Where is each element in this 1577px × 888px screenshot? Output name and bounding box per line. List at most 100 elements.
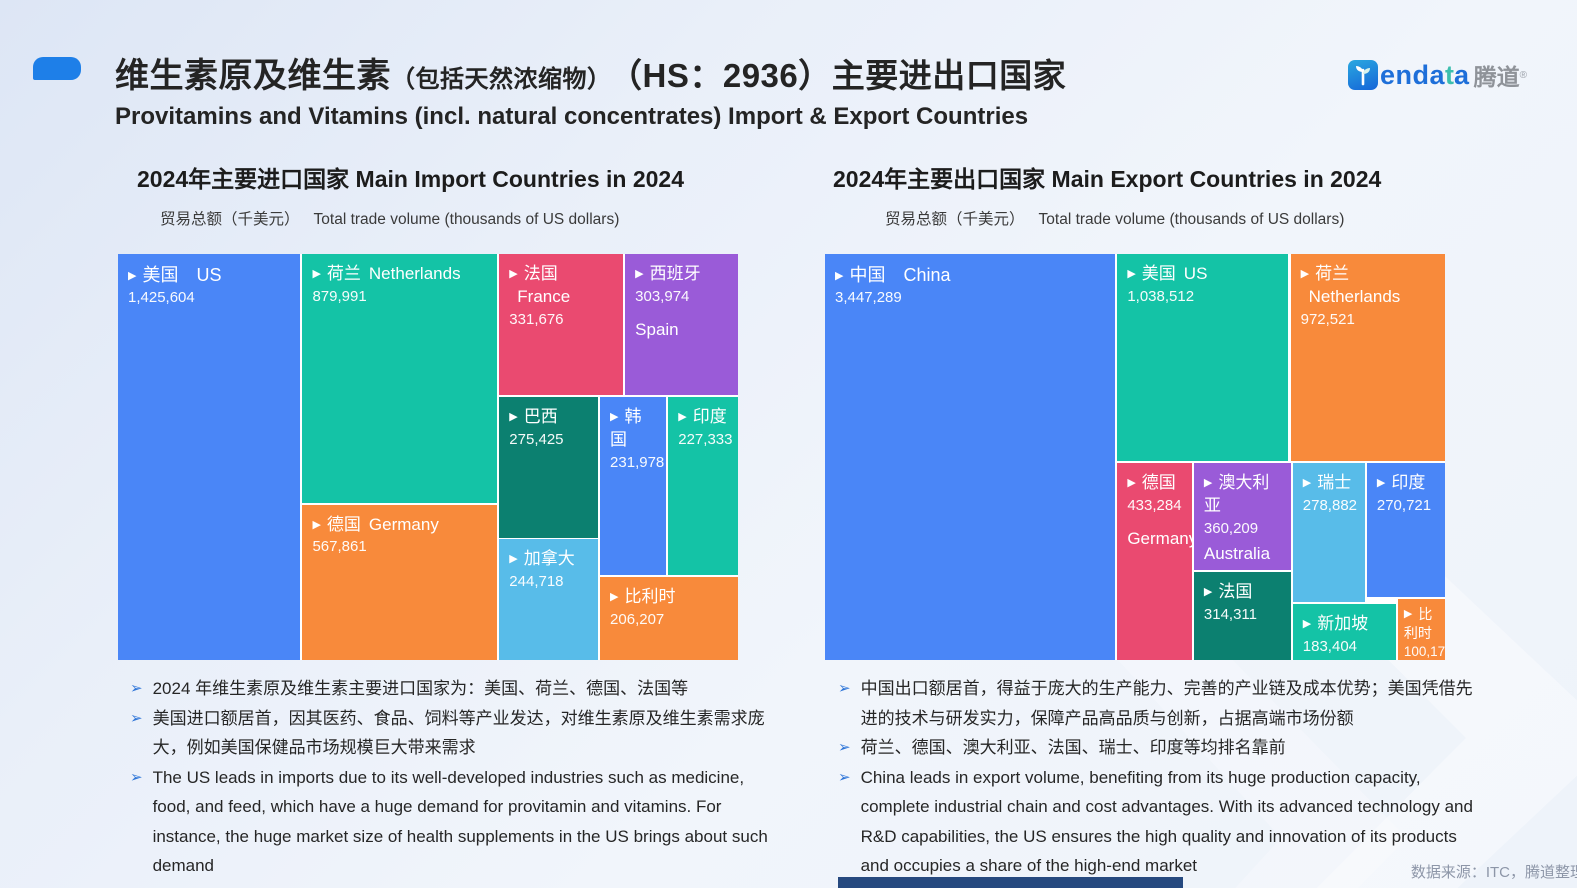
- export-block-us[interactable]: ▶ 美国 US 1,038,512: [1117, 254, 1289, 462]
- expand-icon: ▶: [1203, 477, 1213, 490]
- export-block-china[interactable]: ▶ 中国 China 3,447,289: [825, 254, 1116, 660]
- expand-icon: ▶: [509, 553, 518, 566]
- bullet-arrow-icon: ➢: [130, 768, 143, 786]
- country-name-en: China: [903, 265, 951, 285]
- logo-text-teal: t: [1445, 59, 1455, 90]
- import-insights-list: ➢ 2024 年维生素原及维生素主要进口国家为：美国、荷兰、德国、法国等 ➢ 美国进…: [130, 674, 778, 881]
- trade-value: 360,209: [1203, 519, 1259, 537]
- import-block-france[interactable]: ▶ 法国 France 331,676: [499, 254, 623, 396]
- country-name-zh: 中国: [849, 265, 886, 285]
- title-accent-badge: [33, 57, 81, 80]
- logo-cn: 腾道: [1473, 64, 1520, 90]
- logo-text: a: [1454, 59, 1470, 90]
- country-name-zh: 韩国: [610, 407, 642, 450]
- insight-text: 荷兰、德国、澳大利亚、法国、瑞士、印度等均排名靠前: [860, 738, 1286, 757]
- list-item: ➢ 荷兰、德国、澳大利亚、法国、瑞士、印度等均排名靠前: [838, 733, 1486, 763]
- trade-value: 231,978: [610, 453, 665, 471]
- trade-value: 972,521: [1300, 310, 1355, 328]
- insight-text: China leads in export volume, benefiting…: [860, 767, 1473, 876]
- page-title: 维生素原及维生素（包括天然浓缩物） （HS：2936）主要进出口国家 Provit…: [115, 48, 1066, 131]
- export-unit-label: 贸易总额（千美元） Total trade volume (thousands o…: [885, 207, 1344, 229]
- trade-value: 879,991: [312, 287, 367, 305]
- import-treemap: ▶ 美国 US 1,425,604 ▶ 荷兰 Netherlands 879,991 ▶…: [118, 254, 738, 660]
- country-name-en: Netherlands: [1308, 286, 1401, 306]
- expand-icon: ▶: [1302, 617, 1312, 630]
- tendata-logo-icon: [1348, 60, 1378, 90]
- bullet-arrow-icon: ➢: [130, 680, 143, 697]
- export-treemap: ▶ 中国 China 3,447,289 ▶ 美国 US 1,038,512 ▶ 荷兰 Ne…: [825, 254, 1445, 660]
- export-section-title: 2024年主要出口国家 Main Export Countries in 202…: [833, 166, 1382, 192]
- country-name-zh: 巴西: [523, 407, 558, 427]
- export-insights-list: ➢ 中国出口额居首，得益于庞大的生产能力、完善的产业链及成本优势；美国凭借先进的技…: [838, 674, 1486, 881]
- logo-text: enda: [1380, 59, 1446, 90]
- country-name-zh: 荷兰: [1315, 264, 1350, 283]
- data-source-note: 数据来源：ITC，腾道整理: [1410, 864, 1577, 881]
- expand-icon: ▶: [610, 411, 619, 424]
- import-block-canada[interactable]: ▶ 加拿大 244,718: [499, 539, 598, 660]
- import-block-germany[interactable]: ▶ 德国 Germany 567,861: [302, 504, 498, 660]
- expand-icon: ▶: [1127, 477, 1136, 490]
- country-name-zh: 比利时: [1403, 605, 1433, 641]
- import-block-india[interactable]: ▶ 印度 227,333: [668, 397, 738, 576]
- expand-icon: ▶: [312, 268, 321, 280]
- country-name-zh: 西班牙: [649, 264, 701, 283]
- country-name-zh: 印度: [692, 407, 727, 427]
- country-name-zh: 比利时: [624, 586, 676, 606]
- import-block-south-korea[interactable]: ▶ 韩国 231,978: [600, 397, 667, 576]
- import-block-netherlands[interactable]: ▶ 荷兰 Netherlands 879,991: [302, 254, 498, 503]
- import-block-brazil[interactable]: ▶ 巴西 275,425: [499, 397, 598, 538]
- insight-text: The US leads in imports due to its well-…: [152, 767, 768, 876]
- export-block-netherlands[interactable]: ▶ 荷兰 Netherlands 972,521: [1290, 254, 1445, 462]
- expand-icon: ▶: [1403, 607, 1413, 620]
- export-block-switzerland[interactable]: ▶ 瑞士 278,882: [1292, 463, 1365, 603]
- trade-value: 567,861: [312, 538, 367, 556]
- list-item: ➢ 2024 年维生素原及维生素主要进口国家为：美国、荷兰、德国、法国等: [130, 674, 778, 704]
- insight-text: 2024 年维生素原及维生素主要进口国家为：美国、荷兰、德国、法国等: [152, 679, 689, 698]
- country-name-zh: 印度: [1391, 473, 1426, 493]
- registered-mark: ®: [1519, 69, 1527, 81]
- list-item: ➢ The US leads in imports due to its well…: [130, 763, 778, 881]
- country-name-en: Australia: [1203, 544, 1271, 564]
- expand-icon: ▶: [312, 518, 321, 531]
- trade-value: 227,333: [678, 431, 733, 449]
- country-name-zh: 澳大利亚: [1203, 473, 1270, 516]
- export-block-india[interactable]: ▶ 印度 270,721: [1366, 463, 1445, 598]
- import-unit-label: 贸易总额（千美元） Total trade volume (thousands o…: [160, 207, 619, 229]
- export-block-singapore[interactable]: ▶ 新加坡 183,404: [1292, 603, 1396, 660]
- list-item: ➢ 中国出口额居首，得益于庞大的生产能力、完善的产业链及成本优势；美国凭借先进的技…: [838, 674, 1486, 733]
- expand-icon: ▶: [635, 268, 644, 280]
- trade-value: 206,207: [610, 610, 665, 628]
- import-block-us[interactable]: ▶ 美国 US 1,425,604: [118, 254, 301, 660]
- insight-text: 中国出口额居首，得益于庞大的生产能力、完善的产业链及成本优势；美国凭借先进的技术…: [860, 679, 1473, 728]
- trade-value: 433,284: [1127, 497, 1182, 515]
- import-block-belgium[interactable]: ▶ 比利时 206,207: [600, 576, 738, 660]
- trade-value: 270,721: [1376, 497, 1432, 515]
- expand-icon: ▶: [678, 411, 687, 424]
- country-name-zh: 美国: [1141, 264, 1176, 283]
- list-item: ➢ 美国进口额居首，因其医药、食品、饲料等产业发达，对维生素原及维生素需求庞大，例…: [130, 704, 778, 763]
- title-zh-hs-code: （HS：2936）主要进出口国家: [625, 57, 1067, 94]
- export-block-australia[interactable]: ▶ 澳大利亚 360,209 Australia: [1193, 463, 1291, 571]
- expand-icon: ▶: [1127, 268, 1136, 280]
- bottom-accent-bar: [838, 877, 1183, 888]
- export-block-belgium[interactable]: ▶比利时 100,174: [1397, 598, 1445, 660]
- country-name-en: Germany: [1127, 529, 1192, 549]
- country-name-en: Germany: [368, 514, 439, 534]
- country-name-zh: 德国: [326, 514, 361, 534]
- import-block-spain[interactable]: ▶ 西班牙 303,974 Spain: [625, 254, 738, 396]
- bullet-arrow-icon: ➢: [838, 680, 851, 697]
- export-block-france[interactable]: ▶ 法国 314,311: [1193, 571, 1291, 660]
- trade-value: 3,447,289: [835, 289, 902, 307]
- bullet-arrow-icon: ➢: [838, 739, 851, 756]
- title-zh: 维生素原及维生素（包括天然浓缩物） （HS：2936）主要进出口国家: [115, 48, 1066, 97]
- expand-icon: ▶: [509, 411, 518, 424]
- unit-zh: 贸易总额（千美元）: [160, 211, 300, 228]
- trade-value: 183,404: [1302, 637, 1358, 655]
- country-name-en: Spain: [635, 320, 679, 340]
- export-block-germany[interactable]: ▶ 德国 433,284 Germany: [1117, 463, 1192, 660]
- unit-en: Total trade volume (thousands of US doll…: [313, 211, 620, 228]
- insight-text: 美国进口额居首，因其医药、食品、饲料等产业发达，对维生素原及维生素需求庞大，例如…: [152, 708, 765, 758]
- trade-value: 244,718: [509, 573, 564, 591]
- expand-icon: ▶: [1302, 477, 1312, 490]
